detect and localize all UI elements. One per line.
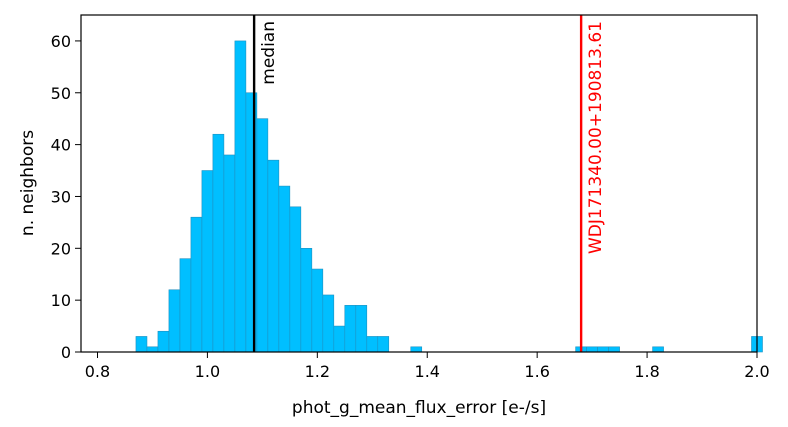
histogram-bar xyxy=(289,206,302,353)
histogram-bar xyxy=(597,346,609,353)
x-tick-label: 2.0 xyxy=(744,362,769,381)
histogram-bar xyxy=(190,216,203,353)
reference-lines: median WDJ171340.00+190813.61 xyxy=(252,15,606,352)
y-tick-label: 30 xyxy=(51,187,71,206)
x-tick-label: 0.8 xyxy=(85,362,110,381)
histogram-bar xyxy=(344,305,357,353)
histogram-bar xyxy=(212,133,225,353)
x-tick-label: 1.0 xyxy=(195,362,220,381)
x-tick-label: 1.6 xyxy=(524,362,549,381)
y-tick-label: 60 xyxy=(51,32,71,51)
histogram-bar xyxy=(168,289,181,353)
histogram-bar xyxy=(300,248,313,353)
y-axis-label: n. neighbors xyxy=(18,130,38,236)
histogram-bar xyxy=(311,268,324,353)
y-tick-label: 40 xyxy=(51,136,71,155)
x-tick-label: 1.2 xyxy=(305,362,330,381)
histogram-bar xyxy=(410,346,423,353)
histogram-bar xyxy=(146,346,159,353)
histogram-bar xyxy=(179,258,192,353)
histogram-bar xyxy=(223,154,236,353)
x-axis-label: phot_g_mean_flux_error [e-/s] xyxy=(292,398,546,418)
histogram-bar xyxy=(278,185,291,353)
histogram-bar xyxy=(234,40,247,353)
histogram-bar xyxy=(608,346,620,353)
histogram-bar xyxy=(377,336,390,353)
histogram-bar xyxy=(157,330,170,353)
x-axis-ticks: 0.8 1.0 1.2 1.4 1.6 1.8 2.0 xyxy=(85,352,770,381)
y-axis-ticks: 0 10 20 30 40 50 60 xyxy=(51,32,81,362)
histogram-bar xyxy=(322,294,335,353)
histogram-bar xyxy=(366,336,379,353)
histogram-bars xyxy=(135,40,763,353)
histogram-bar xyxy=(333,325,346,353)
reference-line-label: WDJ171340.00+190813.61 xyxy=(586,21,606,254)
histogram-bar xyxy=(201,170,214,353)
histogram-bar xyxy=(652,346,664,353)
reference-line-label: median xyxy=(259,21,279,85)
histogram-bar xyxy=(267,159,280,353)
x-tick-label: 1.4 xyxy=(415,362,440,381)
y-tick-label: 0 xyxy=(61,343,71,362)
histogram-bar xyxy=(135,336,148,353)
x-tick-label: 1.8 xyxy=(634,362,659,381)
plot-frame xyxy=(80,14,758,353)
histogram-bar xyxy=(586,346,598,353)
histogram-bar xyxy=(256,118,269,353)
y-tick-label: 50 xyxy=(51,84,71,103)
y-tick-label: 10 xyxy=(51,291,71,310)
y-tick-label: 20 xyxy=(51,239,71,258)
histogram-bar xyxy=(355,305,368,353)
